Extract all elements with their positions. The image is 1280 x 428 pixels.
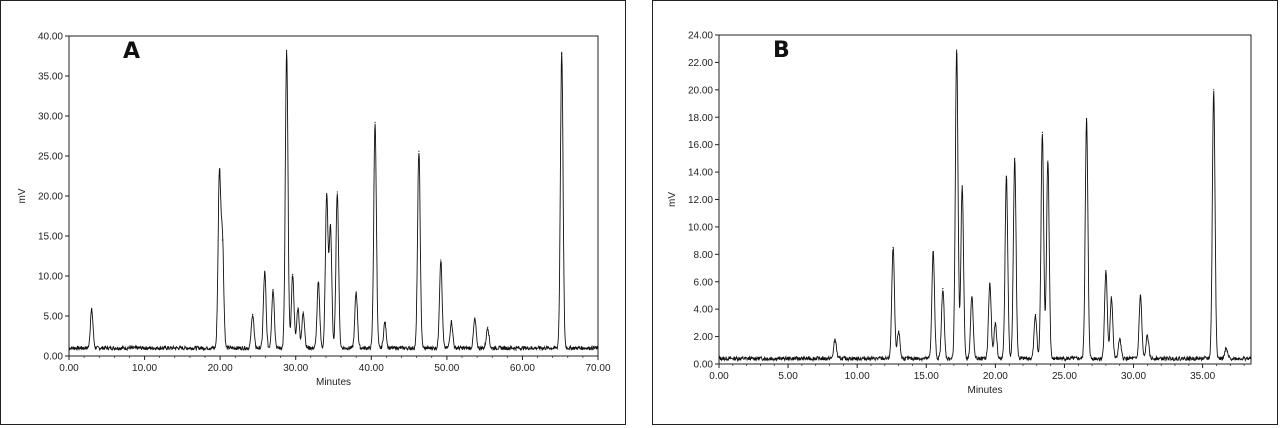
peak-point (834, 338, 836, 340)
chromatogram-trace (718, 50, 1252, 363)
panel-label: A (123, 39, 140, 64)
peak-point (932, 250, 934, 253)
y-tick-label: 16.00 (688, 140, 713, 151)
peak-point (1119, 338, 1121, 340)
peak-point (1034, 314, 1037, 316)
y-tick-label: 25.00 (38, 152, 63, 163)
peak-point (1146, 334, 1148, 336)
plot-frame (718, 34, 1252, 365)
peak-point (487, 326, 489, 328)
x-tick-label: 60.00 (510, 363, 535, 374)
peak-point (440, 259, 442, 261)
y-tick-label: 40.00 (38, 32, 63, 43)
peak-point (91, 309, 93, 311)
peak-point (317, 281, 319, 283)
peak-point (1014, 157, 1016, 159)
peak-point (898, 330, 900, 332)
y-tick-label: 35.00 (38, 72, 63, 83)
y-tick-label: 5.00 (44, 312, 64, 323)
x-tick-label: 25.00 (1052, 371, 1077, 382)
y-tick-label: 22.00 (688, 58, 713, 69)
y-tick-label: 24.00 (688, 31, 713, 42)
x-tick-label: 35.00 (1190, 371, 1215, 382)
x-tick-label: 70.00 (585, 363, 610, 374)
y-tick-label: 12.00 (688, 195, 713, 206)
peak-point (218, 175, 220, 177)
y-tick-label: 30.00 (38, 112, 63, 123)
y-tick-label: 20.00 (38, 192, 63, 203)
x-tick-label: 20.00 (983, 371, 1008, 382)
peak-point (302, 311, 304, 313)
peak-point (1105, 270, 1107, 272)
x-axis-label: Minutes (967, 385, 1002, 396)
peak-point (1005, 175, 1008, 177)
peak-point (418, 150, 420, 152)
x-axis-label: Minutes (316, 377, 351, 388)
y-tick-label: 10.00 (38, 272, 63, 283)
y-tick-label: 6.00 (694, 277, 714, 288)
y-tick-label: 15.00 (38, 232, 63, 243)
y-axis-label: mV (667, 192, 678, 207)
peak-point (1110, 296, 1113, 298)
y-tick-label: 14.00 (688, 168, 713, 179)
x-tick-label: 0.00 (59, 363, 79, 374)
x-tick-label: 30.00 (1121, 371, 1146, 382)
x-tick-label: 30.00 (283, 363, 308, 374)
peak-point (272, 289, 274, 291)
peak-point (326, 195, 328, 197)
peak-point (329, 227, 332, 229)
peak-point (961, 185, 963, 187)
peak-point (1139, 294, 1142, 297)
chart-a-svg: 0.00 5.00 10.00 15.00 20.00 25.00 30.00 35.00 40… (17, 32, 611, 389)
chromatogram-trace (68, 50, 599, 352)
peak-point (355, 291, 357, 293)
x-tick-label: 10.00 (845, 371, 870, 382)
peak-point (292, 273, 294, 275)
x-tick-label: 0.00 (709, 371, 729, 382)
peak-point (561, 53, 563, 55)
y-tick-label: 18.00 (688, 113, 713, 124)
chart-b-svg: 0.00 2.00 4.00 6.00 8.00 10.00 12.00 14.00 16.00… (667, 31, 1252, 396)
peak-point (221, 239, 224, 241)
x-tick-label: 10.00 (132, 363, 157, 374)
y-axis-label: mV (17, 188, 28, 203)
peak-point (336, 191, 338, 193)
peak-point (252, 313, 254, 315)
peak-point (892, 246, 894, 249)
peak-point (450, 321, 452, 323)
peak-point (474, 318, 476, 320)
peak-point (971, 296, 973, 298)
peak-point (994, 322, 996, 324)
peak-point (384, 321, 386, 323)
peak-point (297, 307, 299, 309)
x-tick-label: 40.00 (359, 363, 384, 374)
y-tick-label: 4.00 (694, 305, 714, 316)
peak-point (956, 49, 958, 51)
y-tick-label: 2.00 (694, 332, 714, 343)
y-tick-label: 10.00 (688, 222, 713, 233)
peak-point (1085, 118, 1088, 120)
peak-point (1213, 89, 1215, 91)
y-tick-label: 8.00 (694, 250, 714, 261)
chromatogram-panel-a: 0.00 5.00 10.00 15.00 20.00 25.00 30.00 35.00 40… (0, 0, 626, 425)
x-tick-label: 15.00 (914, 371, 939, 382)
peak-point (286, 49, 288, 52)
peak-point (1225, 348, 1227, 350)
peak-point (1047, 160, 1049, 162)
x-tick-label: 50.00 (434, 363, 459, 374)
plot-frame (68, 35, 599, 357)
peak-point (1041, 131, 1043, 133)
y-tick-label: 20.00 (688, 85, 713, 96)
chromatogram-panel-b: 0.00 2.00 4.00 6.00 8.00 10.00 12.00 14.00 16.00… (652, 0, 1278, 425)
x-tick-label: 5.00 (778, 371, 798, 382)
y-tick-label: 0.00 (44, 352, 64, 363)
panel-label: B (773, 38, 790, 63)
peak-point (264, 271, 266, 273)
y-tick-label: 0.00 (694, 360, 714, 371)
peak-point (374, 121, 376, 123)
peak-point (942, 288, 944, 290)
x-tick-label: 20.00 (208, 363, 233, 374)
peak-point (989, 282, 991, 284)
